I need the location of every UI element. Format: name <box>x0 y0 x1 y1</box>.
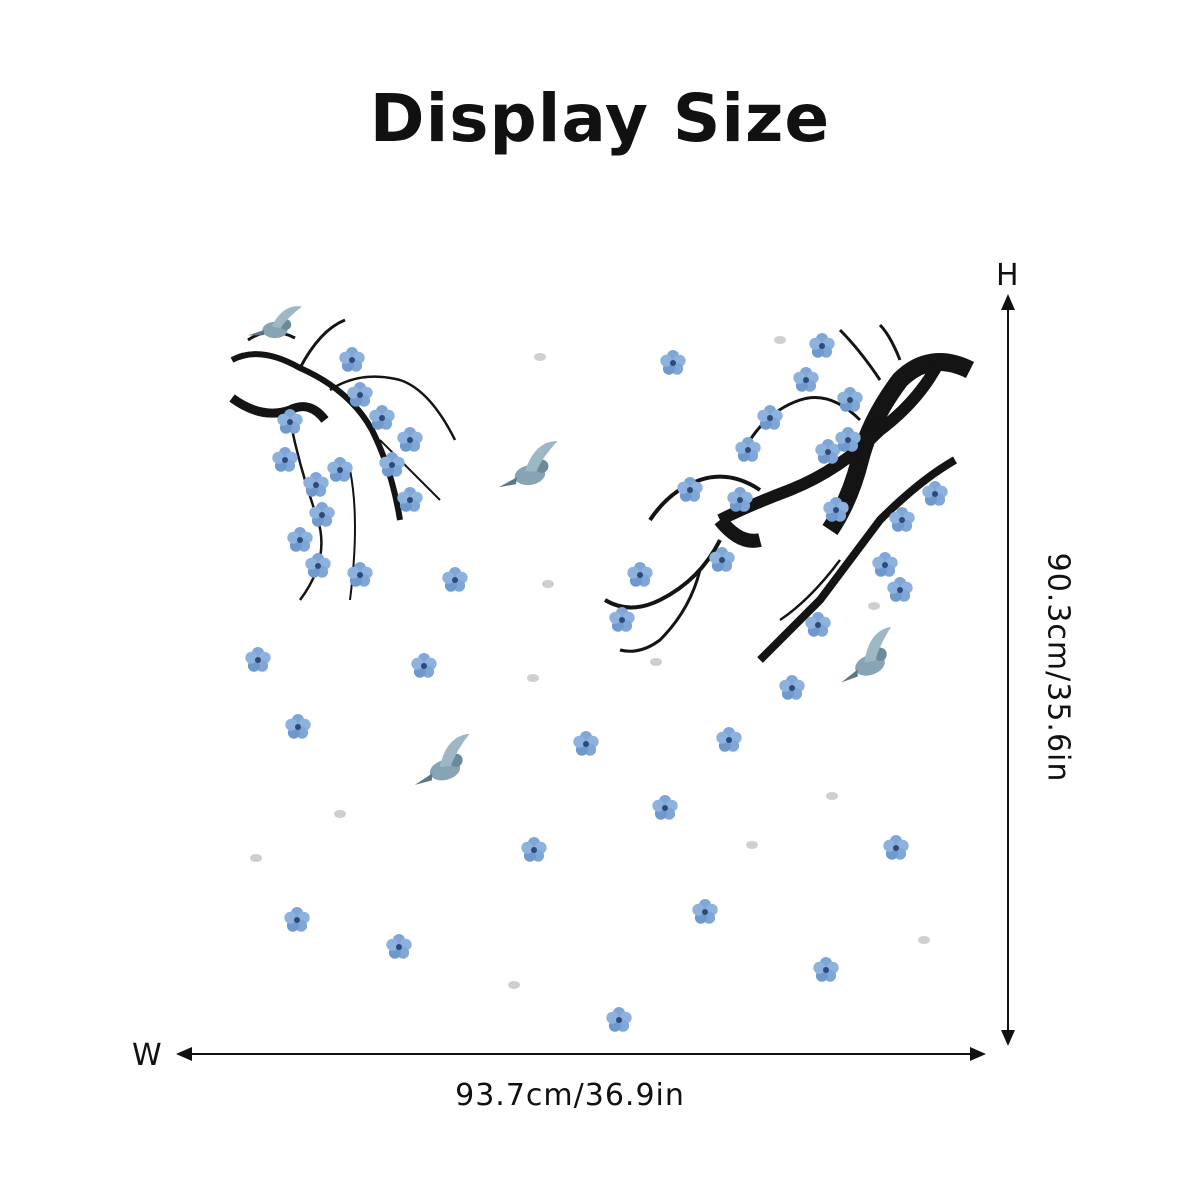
branch-right-icon <box>603 323 975 663</box>
branch-left-blossoms <box>272 347 423 587</box>
petal-icon <box>250 336 930 989</box>
height-dimension-line <box>1001 294 1015 1046</box>
height-letter: H <box>996 258 1019 293</box>
width-value: 93.7cm/36.9in <box>455 1078 685 1113</box>
page-title: Display Size <box>369 80 831 157</box>
width-dimension-line <box>176 1047 986 1061</box>
height-value: 90.3cm/35.6in <box>1040 552 1076 783</box>
blossom-icon <box>245 350 909 1032</box>
width-letter: W <box>132 1038 162 1073</box>
